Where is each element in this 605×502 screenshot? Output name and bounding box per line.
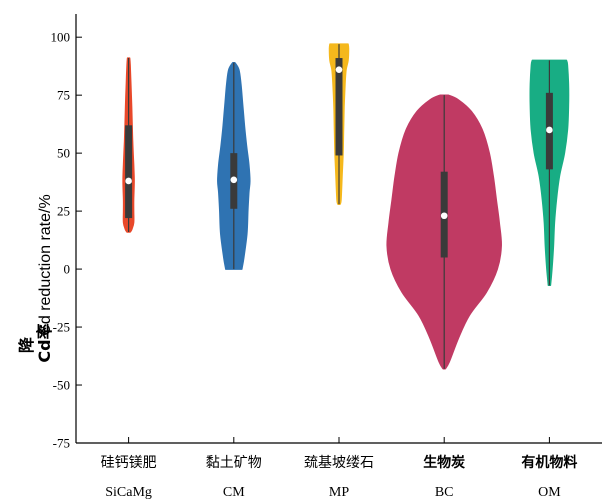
y-axis-label-overlap: Cd率	[35, 323, 54, 362]
x-tick-label-en: OM	[538, 485, 561, 500]
x-tick-label-en: MP	[329, 485, 349, 500]
iqr-box	[125, 125, 133, 219]
median-point	[125, 177, 132, 185]
x-tick-label-cn: 巯基坡缕石	[304, 454, 374, 471]
x-tick-label-cn: 有机物料	[521, 454, 577, 471]
violin-om	[529, 59, 570, 287]
y-axis-title: Cd reduction rate/% 降 Cd率	[17, 194, 54, 362]
y-tick-label: -50	[53, 378, 70, 393]
y-axis-label: Cd reduction rate/%	[37, 194, 54, 335]
iqr-box	[335, 58, 343, 156]
y-tick-label: 50	[57, 146, 70, 161]
violin-bc	[386, 94, 502, 370]
violin-cm	[217, 61, 251, 270]
y-tick-label: -75	[53, 436, 70, 451]
x-tick-label-en: CM	[223, 485, 245, 500]
x-tick-label-en: SiCaMg	[105, 485, 152, 500]
violin-sicamg	[122, 57, 135, 233]
y-tick-label: 25	[57, 204, 70, 219]
x-tick-label-en: BC	[435, 485, 454, 500]
y-tick-label: 100	[51, 30, 71, 45]
median-point	[230, 176, 238, 184]
x-tick-label-cn: 黏土矿物	[206, 455, 262, 471]
y-axis-label-cn: 降	[17, 336, 36, 353]
median-point	[546, 126, 553, 134]
median-point	[335, 66, 343, 73]
y-axis: 100 75 50 25 0 -25 -50 -75	[51, 14, 82, 451]
x-tick-label-cn: 硅钙镁肥	[101, 455, 157, 471]
plot-area	[122, 43, 570, 370]
y-tick-label: 0	[64, 262, 71, 277]
median-point	[440, 212, 448, 220]
y-tick-label: 75	[57, 88, 70, 103]
y-tick-label: -25	[53, 320, 70, 335]
x-axis: 硅钙镁肥 SiCaMg 黏土矿物 CM 巯基坡缕石 MP 生物炭 BC 有机物料 OM	[76, 437, 602, 500]
violin-mp	[328, 43, 350, 205]
x-tick-label-cn: 生物炭	[423, 454, 465, 471]
